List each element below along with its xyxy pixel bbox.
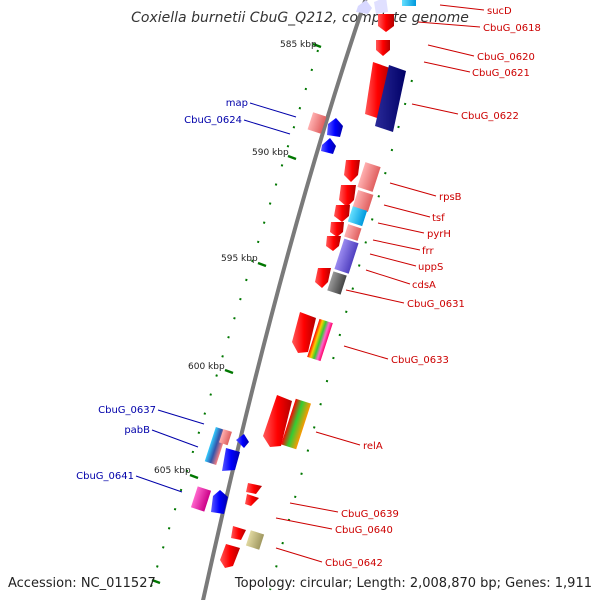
gene-map[interactable] — [307, 112, 327, 134]
ruler-label-590: 590 kbp — [252, 148, 289, 158]
gene-0641b[interactable] — [211, 490, 228, 514]
ruler-label-595: 595 kbp — [221, 254, 258, 264]
accession-text: Accession: NC_011527 — [8, 576, 156, 591]
label-leaders-forward — [275, 4, 485, 563]
label-CbuG_0641[interactable]: CbuG_0641 — [76, 471, 134, 482]
gene-frr[interactable] — [330, 222, 344, 237]
gene-CbuG_0642[interactable] — [245, 530, 265, 550]
label-CbuG_0618[interactable]: CbuG_0618 — [483, 23, 541, 34]
label-CbuG_0620[interactable]: CbuG_0620 — [477, 52, 535, 63]
gene-0625[interactable] — [321, 138, 336, 154]
gene-rpsB[interactable] — [344, 160, 360, 182]
gene-pabB-head[interactable] — [236, 434, 249, 448]
gene-CbuG_0618[interactable] — [378, 14, 394, 32]
ruler-ticks — [149, 49, 319, 591]
label-CbuG_0639[interactable]: CbuG_0639 — [341, 509, 399, 520]
gene-0637b[interactable] — [219, 429, 232, 446]
label-pyrH[interactable]: pyrH — [427, 229, 451, 240]
gene-CbuG_0631[interactable] — [327, 271, 347, 295]
gene-tsf[interactable] — [339, 185, 356, 207]
ruler-label-605: 605 kbp — [154, 466, 191, 476]
gene-tsf-box[interactable] — [352, 189, 374, 213]
gene-CbuG_0633[interactable] — [307, 318, 333, 362]
ruler-label-600: 600 kbp — [188, 362, 225, 372]
gene-CbuG_0633-arrow[interactable] — [292, 312, 316, 353]
label-CbuG_0637[interactable]: CbuG_0637 — [98, 405, 156, 416]
gene-pyrH[interactable] — [334, 205, 350, 222]
gene-CbuG_0621[interactable] — [375, 65, 406, 132]
label-frr[interactable]: frr — [422, 246, 434, 257]
gene-uppS[interactable] — [326, 236, 341, 251]
gene-0619[interactable] — [376, 40, 390, 56]
reverse-genes — [190, 0, 372, 514]
label-sucD[interactable]: sucD — [487, 6, 512, 17]
label-cdsA[interactable]: cdsA — [412, 280, 436, 291]
gene-frr-box[interactable] — [344, 224, 362, 241]
gene-labels-reverse: map CbuG_0624 CbuG_0637 pabB CbuG_0641 — [76, 98, 248, 482]
label-pabB[interactable]: pabB — [124, 425, 150, 436]
gene-sucD[interactable] — [402, 0, 416, 6]
ruler-major-ticks — [151, 42, 322, 585]
label-CbuG_0621[interactable]: CbuG_0621 — [472, 68, 530, 79]
label-leaders-reverse — [135, 102, 297, 493]
label-CbuG_0642[interactable]: CbuG_0642 — [325, 558, 383, 569]
gene-CbuG_0641[interactable] — [190, 486, 212, 512]
gene-rpsB-box[interactable] — [357, 162, 381, 192]
map-title: Coxiella burnetii CbuG_Q212, complete ge… — [131, 10, 469, 26]
label-tsf[interactable]: tsf — [432, 213, 445, 224]
gene-pabB[interactable] — [222, 448, 240, 471]
gene-CbuG_0639[interactable] — [246, 483, 262, 494]
gene-pyrH-box[interactable] — [347, 206, 368, 227]
genome-summary-text: Topology: circular; Length: 2,008,870 bp… — [234, 576, 592, 591]
forward-genes — [220, 0, 416, 568]
gene-relA[interactable] — [280, 398, 312, 450]
label-map[interactable]: map — [226, 98, 248, 109]
label-relA[interactable]: relA — [363, 441, 383, 452]
label-uppS[interactable]: uppS — [418, 262, 443, 273]
inner-ticks — [269, 79, 413, 591]
gene-CbuG_0640[interactable] — [245, 494, 259, 506]
gene-sucD-rev[interactable] — [356, 0, 372, 14]
gene-sucD-arrow[interactable] — [374, 0, 388, 14]
label-CbuG_0633[interactable]: CbuG_0633 — [391, 355, 449, 366]
label-CbuG_0624[interactable]: CbuG_0624 — [184, 115, 242, 126]
gene-CbuG_0642-a[interactable] — [231, 526, 246, 540]
label-CbuG_0640[interactable]: CbuG_0640 — [335, 525, 393, 536]
gene-cdsA[interactable] — [315, 268, 331, 288]
ruler-label-585: 585 kbp — [280, 40, 317, 50]
gene-relA-arrow[interactable] — [263, 395, 292, 447]
gene-uppS-box[interactable] — [334, 238, 359, 274]
label-CbuG_0631[interactable]: CbuG_0631 — [407, 299, 465, 310]
label-CbuG_0622[interactable]: CbuG_0622 — [461, 111, 519, 122]
gene-0643[interactable] — [220, 544, 240, 568]
gene-labels-forward: sucD CbuG_0618 CbuG_0620 CbuG_0621 CbuG_… — [325, 6, 541, 569]
gene-CbuG_0624[interactable] — [327, 118, 343, 137]
label-rpsB[interactable]: rpsB — [439, 192, 462, 203]
